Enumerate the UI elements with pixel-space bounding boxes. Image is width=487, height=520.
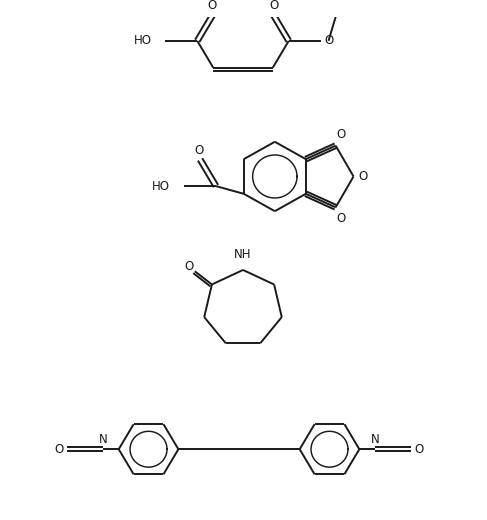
Text: O: O	[336, 127, 345, 140]
Text: O: O	[194, 144, 204, 157]
Text: N: N	[98, 433, 107, 446]
Text: O: O	[324, 34, 333, 47]
Text: HO: HO	[133, 34, 151, 47]
Text: O: O	[55, 443, 64, 456]
Text: O: O	[336, 212, 345, 225]
Text: HO: HO	[152, 179, 170, 192]
Text: O: O	[269, 0, 279, 12]
Text: NH: NH	[234, 248, 252, 261]
Text: O: O	[414, 443, 424, 456]
Text: O: O	[184, 260, 193, 273]
Text: O: O	[359, 170, 368, 183]
Text: O: O	[207, 0, 217, 12]
Text: N: N	[371, 433, 380, 446]
